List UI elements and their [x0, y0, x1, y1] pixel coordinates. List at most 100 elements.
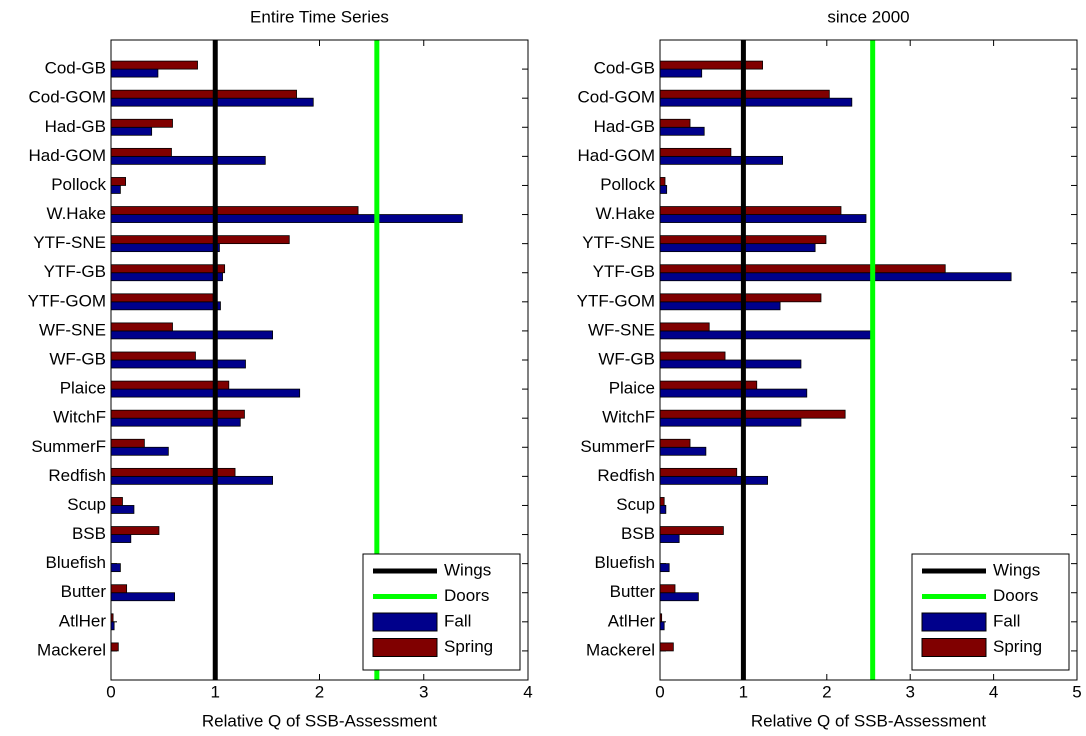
legend-label: Doors — [993, 586, 1038, 605]
bar — [659, 264, 946, 274]
y-tick-label: Cod-GB — [45, 59, 106, 78]
y-tick-label: AtlHer — [59, 611, 107, 630]
bar — [659, 185, 668, 194]
legend-swatch — [372, 612, 438, 632]
y-tick-label: WF-SNE — [588, 320, 655, 339]
bar — [110, 388, 301, 398]
x-tick-label: 3 — [419, 682, 428, 701]
x-tick-label: 4 — [989, 682, 998, 701]
y-tick-label: Butter — [610, 582, 656, 601]
bar — [110, 147, 172, 157]
bar — [110, 177, 126, 186]
bar — [110, 243, 220, 253]
bar — [110, 214, 463, 223]
x-tick-label: 4 — [523, 682, 532, 701]
legend-label: Wings — [444, 560, 491, 579]
y-tick-label: YTF-SNE — [33, 233, 106, 252]
bar — [659, 126, 705, 136]
bar — [110, 592, 175, 602]
y-tick-label: Butter — [61, 582, 107, 601]
bar — [659, 147, 732, 157]
bar — [659, 359, 802, 369]
bar — [110, 293, 214, 303]
bar — [110, 301, 221, 311]
y-tick-label: Cod-GB — [594, 59, 655, 78]
bar — [110, 185, 121, 194]
y-tick-label: Bluefish — [595, 553, 655, 572]
bar — [110, 584, 128, 594]
y-tick-label: YTF-GOM — [28, 291, 106, 310]
bar — [110, 60, 198, 70]
bar — [659, 409, 846, 419]
bar — [110, 97, 314, 107]
y-tick-label: Scup — [67, 495, 106, 514]
legend-label: Spring — [444, 637, 493, 656]
bar — [659, 642, 674, 652]
y-tick-label: WF-GB — [49, 349, 106, 368]
bar — [110, 89, 297, 99]
bar — [659, 118, 691, 128]
x-tick-label: 3 — [905, 682, 914, 701]
bar — [659, 592, 699, 602]
bar — [110, 475, 273, 485]
x-tick-label: 0 — [655, 682, 664, 701]
y-tick-label: YTF-GB — [44, 262, 106, 281]
legend-label: Doors — [444, 586, 489, 605]
bar — [659, 68, 703, 78]
x-axis-label: Relative Q of SSB-Assessment — [202, 711, 438, 730]
y-tick-label: SummerF — [580, 437, 655, 456]
bar — [659, 563, 670, 573]
bar — [110, 409, 245, 419]
bar — [659, 417, 802, 427]
bar — [659, 322, 710, 332]
bar — [659, 293, 822, 303]
bar — [659, 526, 724, 535]
bar — [659, 97, 853, 107]
bar — [659, 351, 726, 361]
bar — [110, 330, 273, 340]
bar — [659, 497, 665, 506]
bar — [659, 534, 680, 543]
bar — [110, 206, 359, 215]
y-tick-label: Scup — [616, 495, 655, 514]
bar — [659, 467, 738, 477]
bar — [110, 417, 241, 427]
bar — [110, 155, 266, 165]
bar — [659, 584, 676, 594]
bar — [659, 330, 874, 340]
y-tick-label: Plaice — [609, 379, 655, 398]
bar — [659, 206, 842, 215]
bar — [110, 235, 290, 245]
x-tick-label: 2 — [822, 682, 831, 701]
legend-label: Fall — [444, 611, 471, 630]
y-tick-label: WitchF — [602, 408, 655, 427]
legend: Wings Doors Fall Spring — [911, 553, 1070, 671]
y-tick-label: W.Hake — [46, 204, 106, 223]
chart-title: Entire Time Series — [250, 7, 389, 26]
x-tick-label: 1 — [739, 682, 748, 701]
y-tick-label: Had-GOM — [578, 146, 655, 165]
y-tick-label: Pollock — [51, 175, 106, 194]
y-tick-label: Redfish — [48, 466, 106, 485]
y-tick-label: YTF-GB — [593, 262, 655, 281]
bar — [659, 475, 768, 485]
bar — [659, 621, 665, 631]
bar — [110, 505, 135, 514]
bar — [110, 351, 196, 361]
panel: Entire Time Series Relative Q of SSB-Asse… — [28, 7, 533, 730]
bar — [110, 563, 121, 573]
panel: since 2000 Relative Q of SSB-Assessment 0 1… — [577, 7, 1082, 730]
bar — [659, 446, 707, 456]
bar — [659, 214, 867, 223]
y-tick-label: Bluefish — [46, 553, 106, 572]
legend-swatch — [372, 638, 438, 657]
y-tick-label: SummerF — [31, 437, 106, 456]
bar — [110, 446, 169, 456]
bar — [110, 264, 226, 274]
bar — [110, 322, 173, 332]
y-tick-label: Had-GB — [594, 117, 655, 136]
bar — [659, 272, 1012, 282]
chart-title: since 2000 — [827, 7, 909, 26]
bar — [659, 388, 808, 398]
